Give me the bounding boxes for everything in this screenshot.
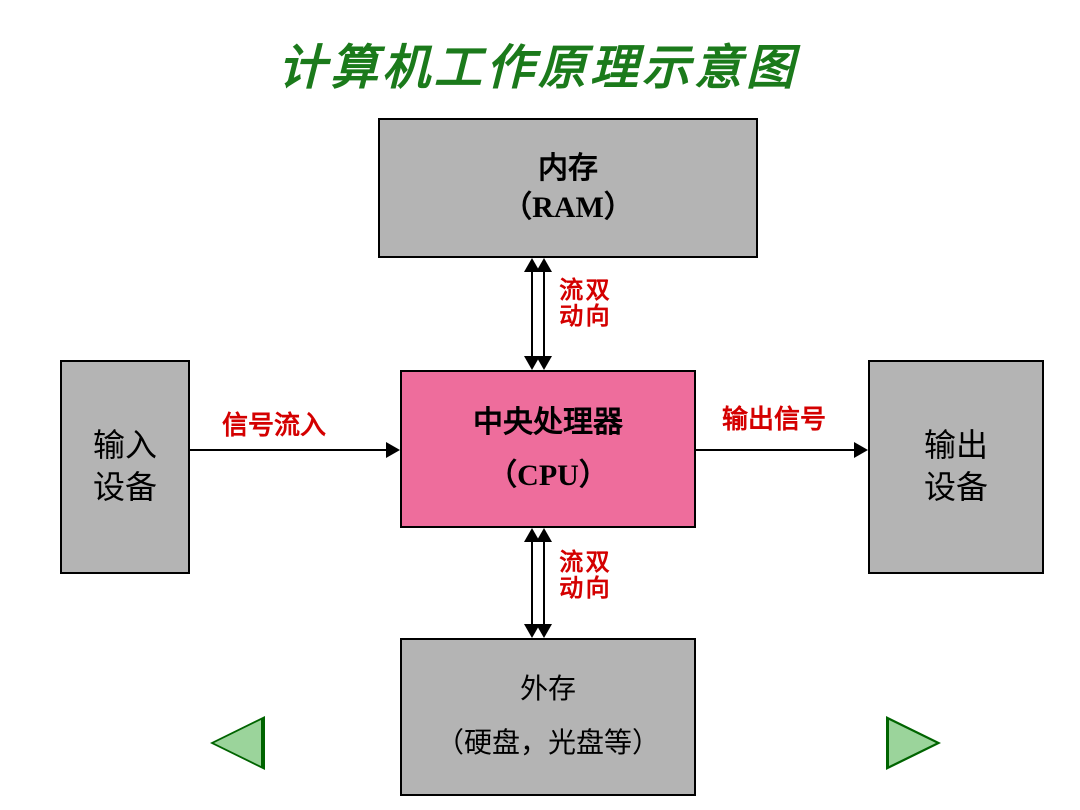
signal-out-label: 输出信号 — [722, 406, 826, 435]
bidirectional-top-label: 流动双向 — [558, 278, 611, 331]
ram-line1: 内存 — [538, 149, 598, 188]
cpu-line1: 中央处理器 — [473, 403, 623, 442]
cpu-line2: （CPU） — [487, 456, 609, 495]
input-line1: 输入 — [93, 425, 157, 467]
storage-line1: 外存 — [520, 672, 576, 708]
ram-line2: （RAM） — [502, 188, 634, 227]
input-device-box: 输入 设备 — [60, 360, 190, 574]
output-line1: 输出 — [924, 425, 988, 467]
ram-box: 内存 （RAM） — [378, 118, 758, 258]
output-device-box: 输出 设备 — [868, 360, 1044, 574]
input-line2: 设备 — [93, 467, 157, 509]
cpu-box: 中央处理器 （CPU） — [400, 370, 696, 528]
bidirectional-bottom-label: 流动双向 — [558, 550, 611, 603]
prev-slide-button[interactable] — [210, 716, 265, 770]
diagram-title: 计算机工作原理示意图 — [278, 28, 798, 98]
signal-in-label: 信号流入 — [222, 412, 326, 441]
output-line2: 设备 — [924, 467, 988, 509]
next-slide-button[interactable] — [886, 716, 941, 770]
storage-line2: （硬盘，光盘等） — [436, 726, 660, 762]
storage-box: 外存 （硬盘，光盘等） — [400, 638, 696, 796]
